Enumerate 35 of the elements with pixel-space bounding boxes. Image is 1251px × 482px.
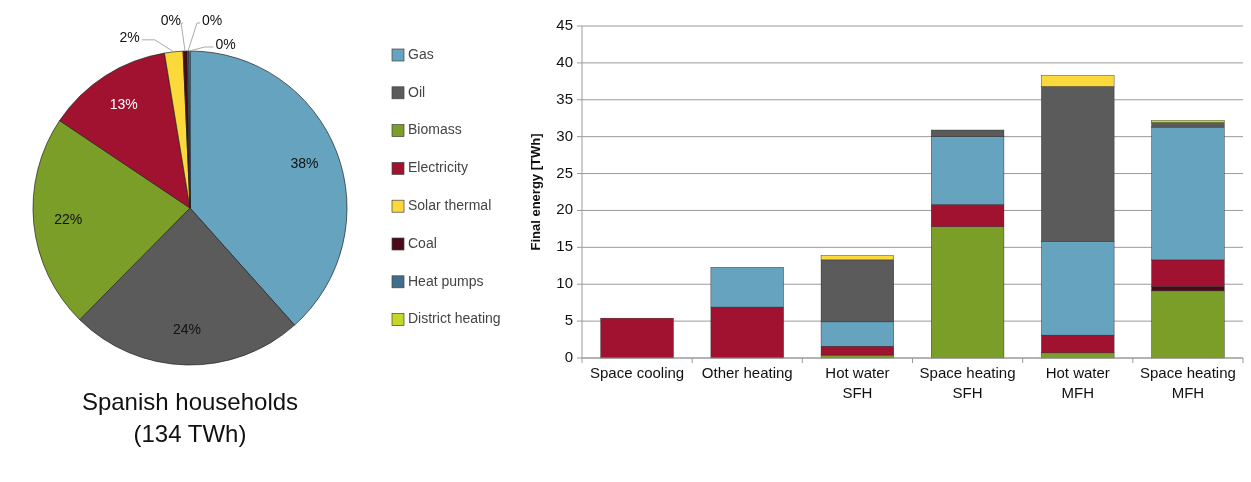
legend-label: Biomass [408, 121, 462, 138]
y-tick-label: 0 [564, 347, 573, 365]
data-label: 24% [172, 321, 201, 338]
legend-label: Electricity [408, 159, 468, 176]
y-tick-label: 20 [556, 200, 573, 218]
text: Spanish households [81, 388, 299, 415]
legend-label: Gas [408, 45, 434, 62]
x-tick-label: Space heating MFH [1139, 364, 1236, 401]
x-tick-label: Other heating [701, 364, 793, 381]
data-label: 22% [54, 210, 83, 227]
y-tick-label: 35 [556, 89, 573, 107]
text: (134 TWh) [133, 420, 247, 447]
legend-label: Coal [408, 234, 437, 251]
legend-label: Solar thermal [408, 196, 492, 213]
y-tick-label: 10 [556, 274, 573, 292]
y-axis-title: Final energy [TWh] [528, 133, 543, 251]
data-label: 0% [215, 35, 236, 52]
y-tick-label: 45 [556, 15, 573, 33]
data-label: 13% [109, 95, 138, 112]
legend-label: Oil [408, 83, 426, 100]
y-tick-label: 5 [564, 311, 573, 329]
x-tick-label: Space cooling [589, 364, 685, 381]
data-label: 0% [202, 11, 223, 28]
y-tick-label: 15 [556, 237, 573, 255]
data-label: 2% [119, 28, 140, 45]
data-label: 0% [160, 11, 182, 28]
y-tick-label: 30 [556, 126, 573, 144]
x-tick-label: Hot water MFH [1045, 364, 1110, 401]
legend-label: District heating [408, 310, 501, 327]
x-tick-label: Hot water SFH [825, 364, 890, 401]
y-tick-label: 40 [556, 52, 573, 70]
data-label: 38% [290, 155, 319, 172]
x-tick-label: Space heating SFH [919, 364, 1016, 401]
y-tick-label: 25 [556, 163, 573, 181]
legend-label: Heat pumps [408, 272, 484, 289]
